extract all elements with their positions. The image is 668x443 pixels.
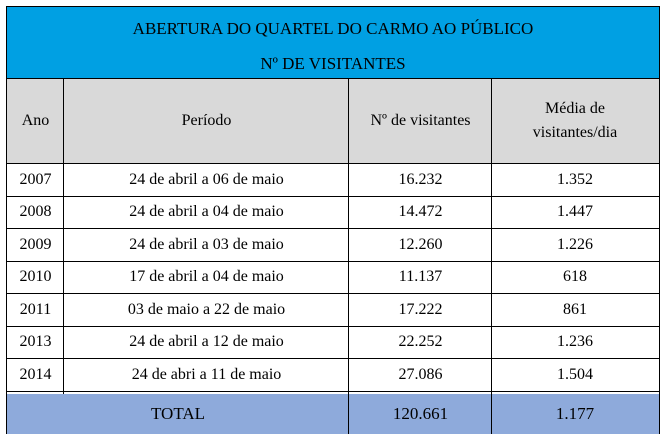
table-row: 2008 24 de abril a 04 de maio 14.472 1.447 xyxy=(7,197,659,229)
cell-ano: 2008 xyxy=(19,203,52,221)
header-media-line1: Média de xyxy=(545,100,605,117)
table-subtitle: Nº DE VISITANTES xyxy=(260,54,406,73)
cell-media: 618 xyxy=(563,268,587,286)
cell-visitantes: 16.232 xyxy=(398,170,443,188)
cell-ano: 2013 xyxy=(19,333,52,351)
total-media: 1.177 xyxy=(555,403,595,423)
cell-media: 1.236 xyxy=(557,333,593,351)
table-title-block: ABERTURA DO QUARTEL DO CARMO AO PÚBLICO … xyxy=(7,7,659,79)
cell-media: 1.226 xyxy=(557,235,593,253)
table-row: 2009 24 de abril a 03 de maio 12.260 1.226 xyxy=(7,229,659,262)
table-row: 2014 24 de abri a 11 de maio 27.086 1.504 xyxy=(7,359,659,392)
table-total-row: TOTAL 120.661 1.177 xyxy=(7,394,659,434)
cell-media: 861 xyxy=(563,300,587,318)
cell-visitantes: 22.252 xyxy=(398,333,443,351)
cell-visitantes: 27.086 xyxy=(398,365,443,383)
cell-media: 1.504 xyxy=(557,365,593,383)
cell-periodo: 24 de abril a 04 de maio xyxy=(129,203,284,221)
cell-periodo: 24 de abril a 03 de maio xyxy=(129,235,284,253)
cell-periodo: 24 de abri a 11 de maio xyxy=(131,365,282,383)
header-media-line2: visitantes/dia xyxy=(532,124,618,141)
header-visitantes: Nº de visitantes xyxy=(370,112,471,129)
table-row: 2010 17 de abril a 04 de maio 11.137 618 xyxy=(7,262,659,294)
column-divider xyxy=(348,79,349,434)
total-label: TOTAL xyxy=(150,403,206,423)
cell-visitantes: 14.472 xyxy=(398,203,443,221)
cell-periodo: 17 de abril a 04 de maio xyxy=(129,268,284,286)
visitors-table: ABERTURA DO QUARTEL DO CARMO AO PÚBLICO … xyxy=(6,6,660,434)
column-divider xyxy=(63,79,64,394)
cell-visitantes: 11.137 xyxy=(398,268,443,286)
cell-periodo: 24 de abril a 06 de maio xyxy=(129,170,284,188)
table-row: 2007 24 de abril a 06 de maio 16.232 1.352 xyxy=(7,164,659,197)
cell-media: 1.447 xyxy=(557,203,593,221)
cell-ano: 2010 xyxy=(19,268,52,286)
header-periodo: Período xyxy=(181,112,232,129)
table-row: 2013 24 de abril a 12 de maio 22.252 1.236 xyxy=(7,327,659,359)
cell-periodo: 24 de abril a 12 de maio xyxy=(129,333,284,351)
table-header-row: Ano Período Nº de visitantes Média de vi… xyxy=(7,79,659,164)
header-ano: Ano xyxy=(21,112,50,129)
column-divider xyxy=(491,79,492,434)
cell-periodo: 03 de maio a 22 de maio xyxy=(127,300,286,318)
cell-visitantes: 12.260 xyxy=(398,235,443,253)
cell-media: 1.352 xyxy=(557,170,593,188)
cell-ano: 2007 xyxy=(19,170,52,188)
total-visitantes: 120.661 xyxy=(392,403,449,423)
cell-ano: 2009 xyxy=(19,235,52,253)
table-title: ABERTURA DO QUARTEL DO CARMO AO PÚBLICO xyxy=(132,19,534,38)
table-row: 2011 03 de maio a 22 de maio 17.222 861 xyxy=(7,294,659,327)
header-media: Média de visitantes/dia xyxy=(492,79,658,163)
cell-ano: 2014 xyxy=(19,365,52,383)
cell-ano: 2011 xyxy=(19,300,52,318)
cell-visitantes: 17.222 xyxy=(398,300,443,318)
